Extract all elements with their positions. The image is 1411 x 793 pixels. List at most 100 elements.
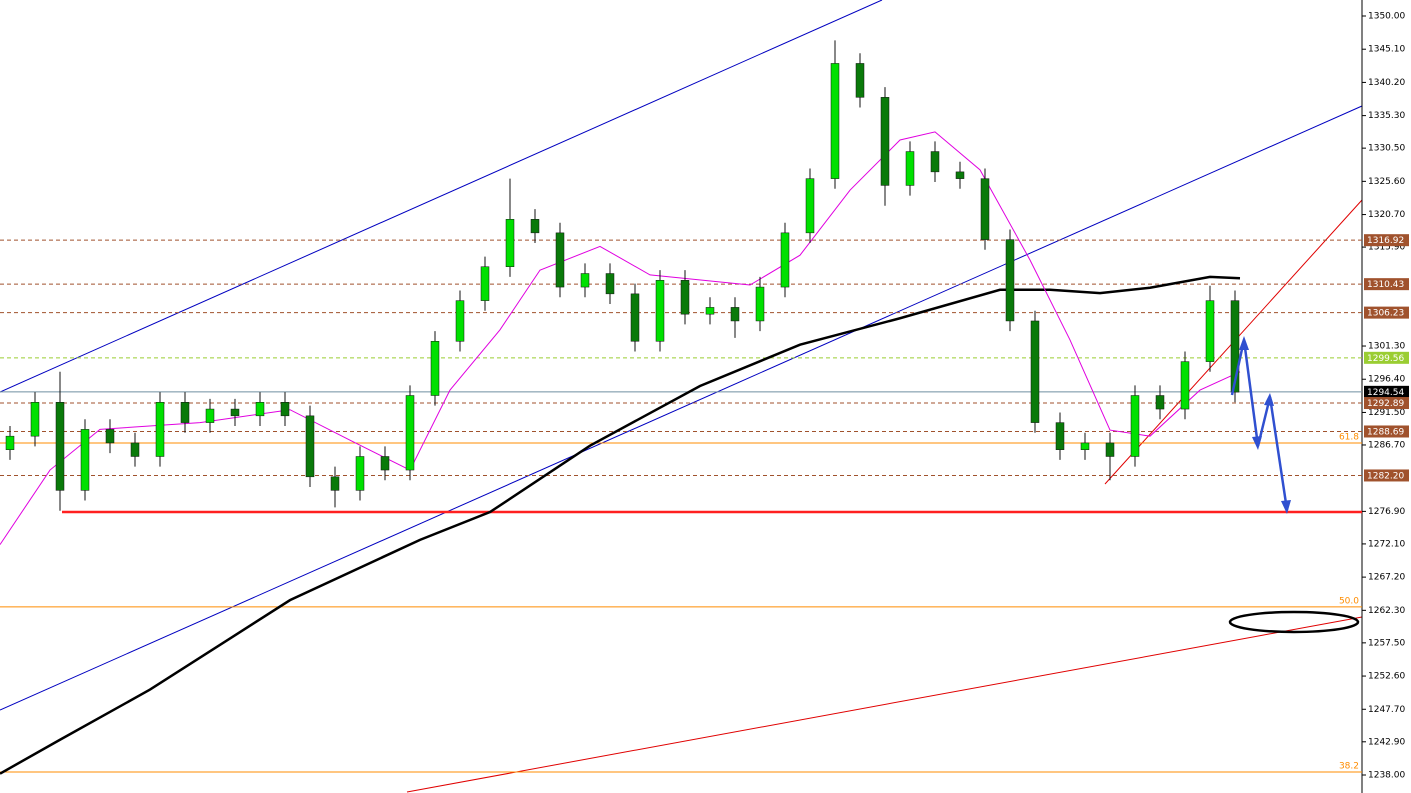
y-tick-label: 1291.50	[1368, 408, 1405, 418]
candle-body	[730, 307, 740, 322]
candle-body	[655, 280, 665, 342]
candle-body	[5, 435, 15, 450]
candle-body	[80, 429, 90, 491]
candle-body	[1180, 361, 1190, 410]
candle-body	[1230, 300, 1240, 393]
candle-body	[980, 178, 990, 240]
y-tick-label: 1296.40	[1368, 375, 1405, 385]
y-tick-label: 1350.00	[1368, 12, 1405, 22]
y-tick-label: 1301.30	[1368, 342, 1405, 352]
candle-body	[955, 171, 965, 179]
level-label: 1282.20	[1367, 471, 1404, 481]
candle-body	[830, 63, 840, 179]
candle-body	[530, 219, 540, 234]
candle-body	[1105, 442, 1115, 457]
candle-body	[230, 408, 240, 417]
arrow-head	[1281, 500, 1291, 514]
level-box	[1364, 306, 1409, 319]
y-tick-label: 1247.70	[1368, 705, 1405, 715]
y-tick-label: 1262.30	[1368, 606, 1405, 616]
level-label: 1288.69	[1367, 427, 1404, 437]
level-box	[1364, 234, 1409, 247]
level-box	[1364, 425, 1409, 438]
trend-line	[406, 616, 1363, 793]
candle-body	[105, 429, 115, 444]
candle-body	[705, 307, 715, 315]
y-tick-label: 1267.20	[1368, 573, 1405, 583]
candle-body	[505, 219, 515, 267]
candle-body	[1030, 320, 1040, 423]
highlight-ellipse	[1228, 610, 1360, 634]
candle-body	[605, 273, 615, 295]
candle-body	[555, 232, 565, 288]
y-tick-label: 1335.30	[1368, 111, 1405, 121]
candle-body	[155, 402, 165, 457]
level-box	[1364, 385, 1409, 398]
arrow-head	[1239, 336, 1249, 350]
channel-line	[0, 0, 883, 393]
candle-body	[905, 151, 915, 186]
candle-body	[430, 341, 440, 396]
y-tick-label: 1286.70	[1368, 440, 1405, 450]
candle-body	[855, 63, 865, 98]
candle-body	[305, 415, 315, 478]
level-box	[1364, 351, 1409, 364]
y-tick-label: 1320.70	[1368, 210, 1405, 220]
level-box	[1364, 278, 1409, 291]
candle-body	[1205, 300, 1215, 362]
candle-body	[205, 408, 215, 423]
candle-body	[180, 402, 190, 423]
y-tick-label: 1325.60	[1368, 177, 1405, 187]
candle-body	[1055, 422, 1065, 450]
candle-body	[1155, 395, 1165, 410]
candle-body	[805, 178, 815, 234]
candle-body	[405, 395, 415, 471]
candle-body	[1130, 395, 1140, 457]
level-box	[1364, 397, 1409, 410]
candle-body	[880, 97, 890, 186]
level-label: 1294.54	[1367, 388, 1404, 398]
arrow-head	[1264, 393, 1274, 406]
candle-body	[755, 286, 765, 322]
candle-body	[930, 151, 940, 173]
level-label: 1292.89	[1367, 399, 1404, 409]
y-tick-label: 1238.00	[1368, 771, 1405, 781]
candle-body	[580, 273, 590, 288]
level-label: 1310.43	[1367, 280, 1404, 290]
y-tick-label: 1242.90	[1368, 737, 1405, 747]
y-tick-label: 1340.20	[1368, 78, 1405, 88]
candle-body	[30, 402, 40, 437]
candle-body	[1080, 442, 1090, 450]
candle-body	[330, 476, 340, 491]
y-tick-label: 1252.60	[1368, 672, 1405, 682]
candle-body	[780, 232, 790, 288]
level-box	[1364, 469, 1409, 482]
candle-body	[1005, 239, 1015, 322]
candle-body	[630, 293, 640, 342]
moving-average	[0, 275, 1241, 775]
level-label: 1316.92	[1367, 236, 1404, 246]
y-tick-label: 1276.90	[1368, 507, 1405, 517]
fib-label: 50.0	[1339, 596, 1359, 606]
drawings-front	[1228, 336, 1360, 634]
fib-label: 38.2	[1339, 761, 1359, 771]
level-label: 1306.23	[1367, 309, 1404, 319]
moving-average	[0, 131, 1241, 545]
y-tick-label: 1345.10	[1368, 45, 1405, 55]
candle-body	[255, 402, 265, 417]
candle-body	[380, 456, 390, 471]
arrow-head	[1252, 436, 1262, 450]
y-tick-label: 1272.10	[1368, 539, 1405, 549]
y-tick-label: 1330.50	[1368, 144, 1405, 154]
y-tick-label: 1257.50	[1368, 638, 1405, 648]
candle-body	[280, 402, 290, 417]
y-tick-label: 1315.90	[1368, 243, 1405, 253]
candle-body	[130, 442, 140, 457]
candle-body	[455, 300, 465, 342]
level-label: 1299.56	[1367, 354, 1404, 364]
candle-body	[55, 402, 65, 491]
candle-body	[680, 280, 690, 315]
channel-line	[0, 105, 1363, 711]
